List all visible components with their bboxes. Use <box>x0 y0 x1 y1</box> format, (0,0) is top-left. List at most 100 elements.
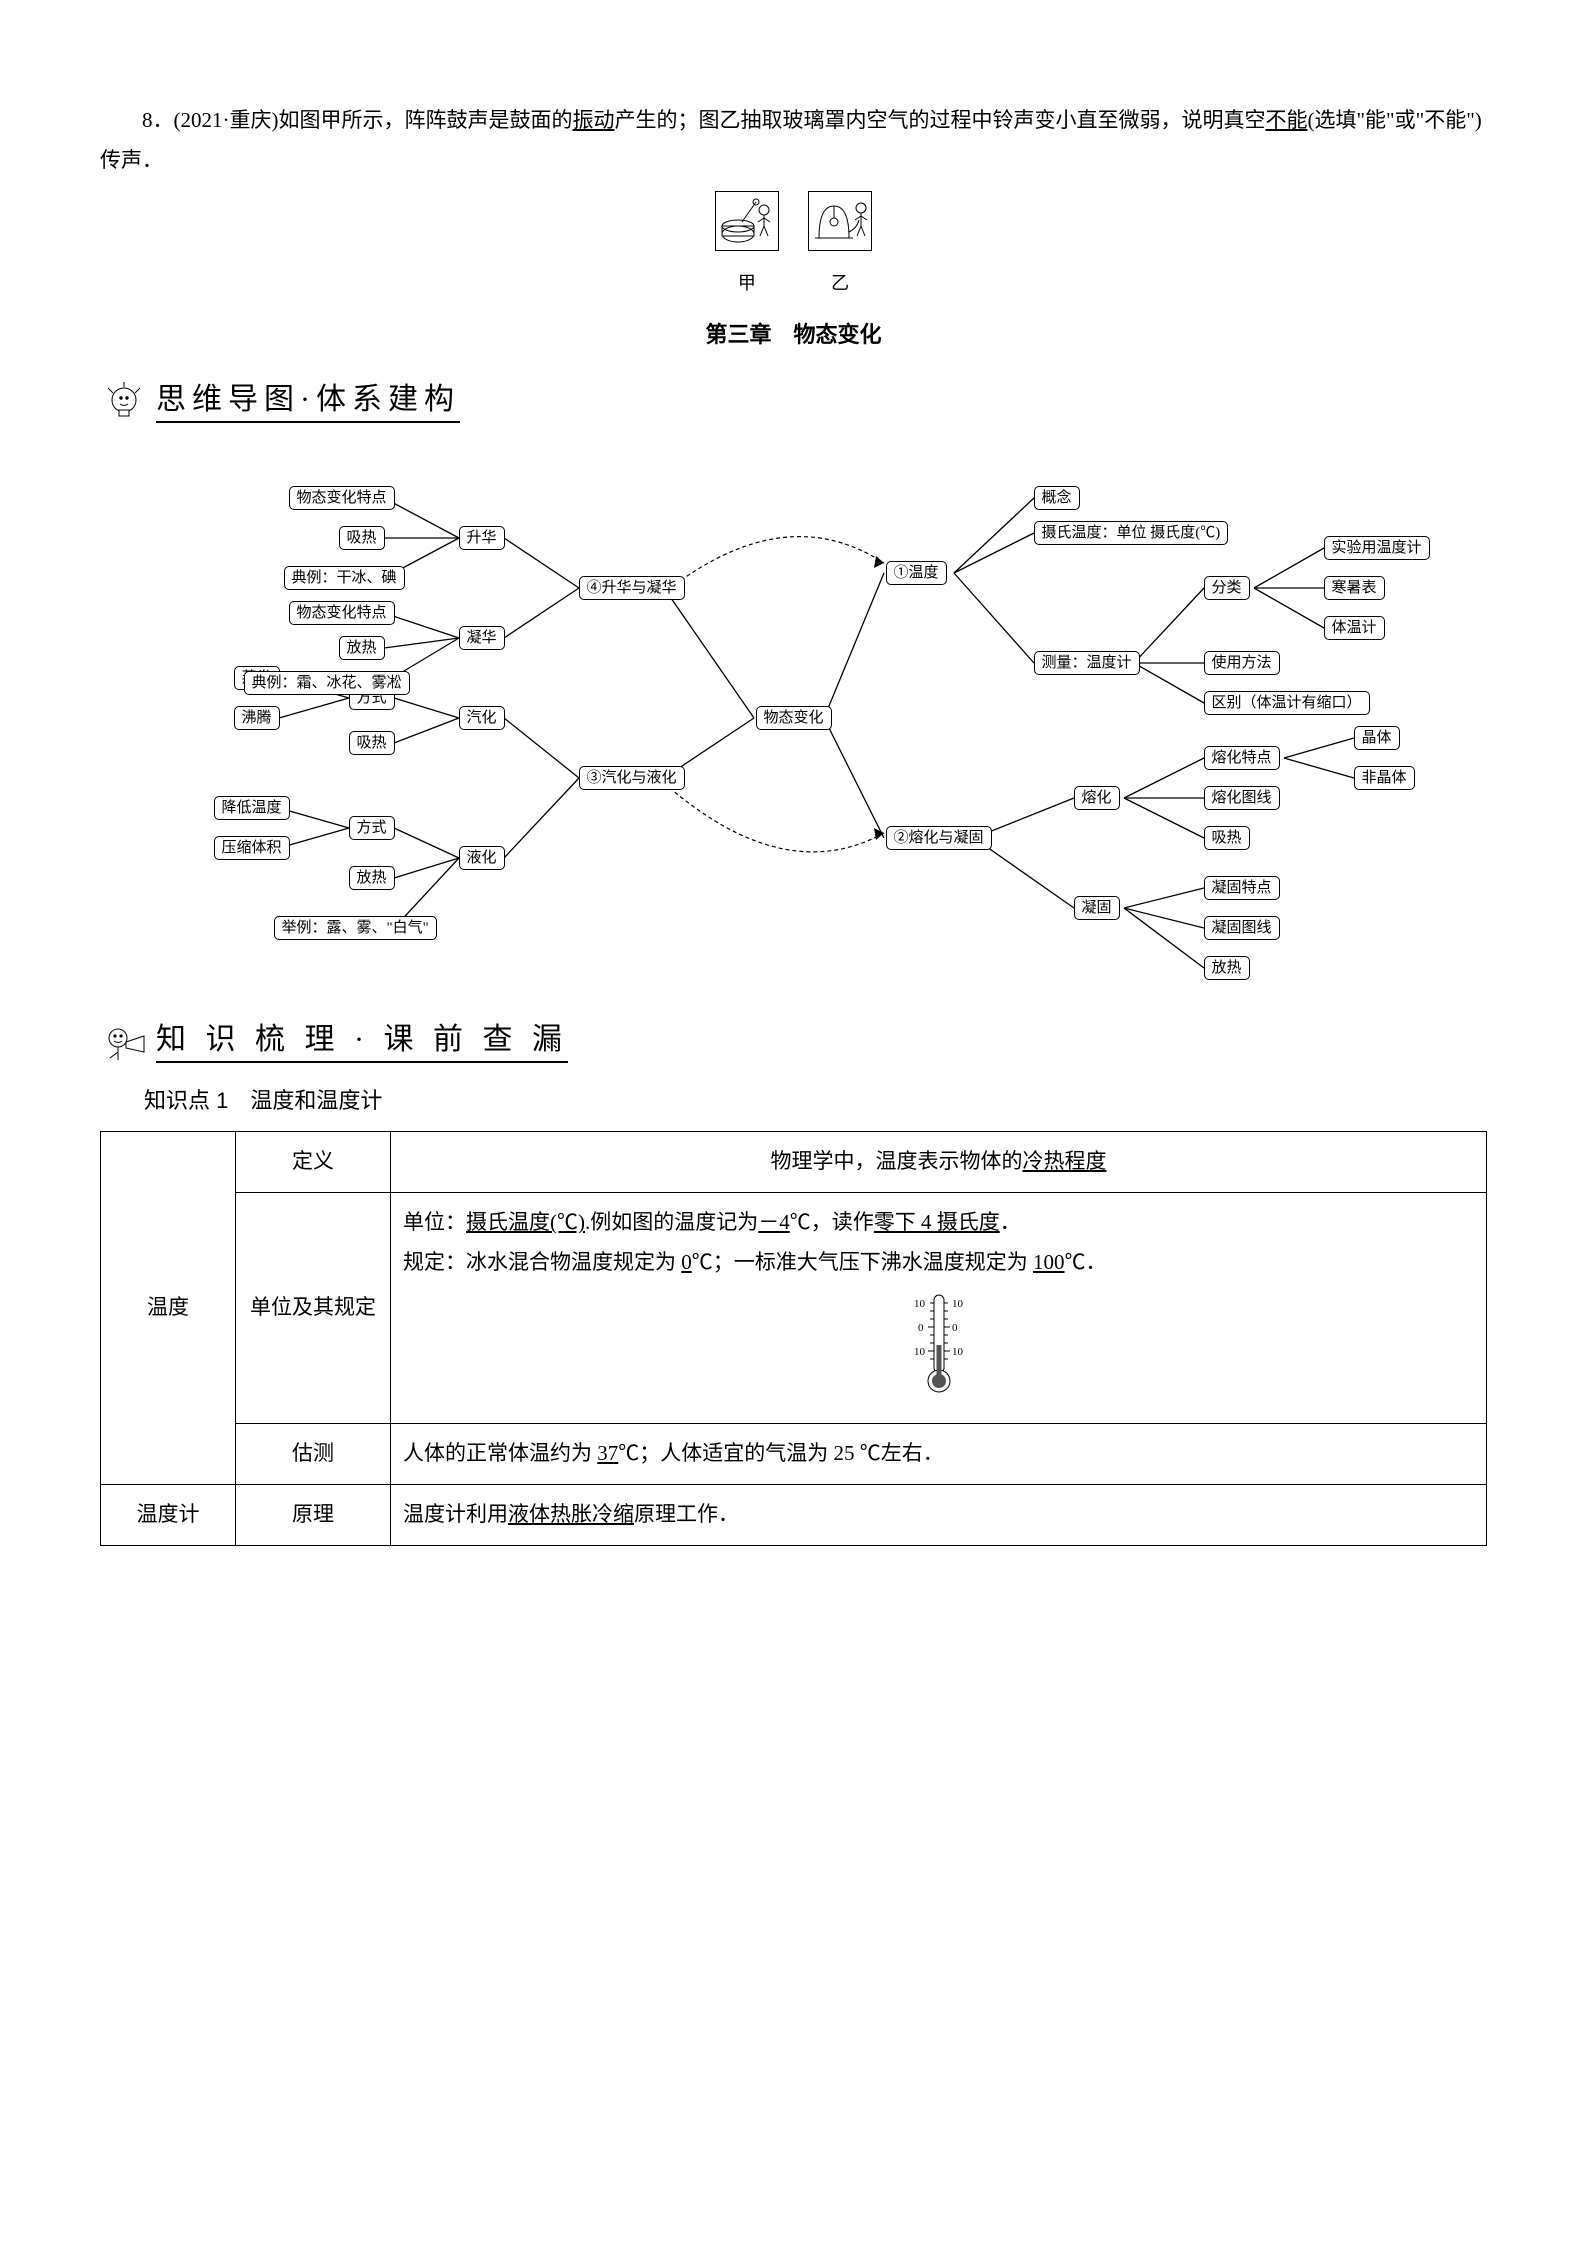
cell-yuanli-h: 原理 <box>236 1484 391 1545</box>
mm-yasuo: 压缩体积 <box>214 836 290 861</box>
figure-a: 甲 <box>715 191 779 300</box>
danwei-pre1: 单位： <box>403 1210 466 1234</box>
mm-rhtedian: 熔化特点 <box>1204 746 1280 771</box>
danwei-u4: 0 <box>681 1250 692 1274</box>
mm-rhtuxian: 熔化图线 <box>1204 786 1280 811</box>
mm-fangre2: 放热 <box>1204 956 1250 981</box>
figure-b-caption: 乙 <box>808 266 872 300</box>
mm-shenghua: 升华 <box>459 526 505 551</box>
mm-jingti: 晶体 <box>1354 726 1400 751</box>
mm-center: 物态变化 <box>756 706 832 731</box>
banner-mindmap-text: 思维导图·体系建构 <box>156 380 460 423</box>
mm-ngtedian: 凝固特点 <box>1204 876 1280 901</box>
bell-jar-icon <box>808 191 872 251</box>
mm-fenlei: 分类 <box>1204 576 1250 601</box>
table-row: 估测 人体的正常体温约为 37℃；人体适宜的气温为 25 ℃左右． <box>101 1424 1487 1485</box>
danwei-dot: ． <box>1000 1210 1021 1234</box>
danwei-l2a: 规定：冰水混合物温度规定为 <box>403 1250 681 1274</box>
kp1-heading: 知识点 1 温度和温度计 <box>100 1080 1487 1122</box>
therm-bl: 10 <box>914 1346 926 1358</box>
therm-mr: 0 <box>952 1322 958 1334</box>
banner-knowledge-text: 知 识 梳 理 · 课 前 查 漏 <box>156 1020 568 1063</box>
mm-fangre1: 放热 <box>349 866 395 891</box>
guce-u: 37 <box>597 1441 618 1465</box>
mm-ngtuxian: 凝固图线 <box>1204 916 1280 941</box>
drum-icon <box>715 191 779 251</box>
q8-ans2: 不能 <box>1265 108 1307 132</box>
therm-tl: 10 <box>914 1298 926 1310</box>
thermometer-illustration: 10 10 0 0 10 10 <box>403 1289 1474 1413</box>
cell-wdj-label: 温度计 <box>101 1484 236 1545</box>
yuanli-u: 液体热胀冷缩 <box>508 1502 634 1526</box>
danwei-u3: 零下 4 摄氏度 <box>874 1210 1000 1234</box>
mm-qubie: 区别（体温计有缩口） <box>1204 691 1370 716</box>
mm-n3: ③汽化与液化 <box>579 766 685 791</box>
cell-dingyi-h: 定义 <box>236 1132 391 1193</box>
therm-br: 10 <box>952 1346 964 1358</box>
cell-guce: 人体的正常体温约为 37℃；人体适宜的气温为 25 ℃左右． <box>391 1424 1487 1485</box>
cell-danwei-h: 单位及其规定 <box>236 1193 391 1424</box>
yuanli-tail: 原理工作． <box>634 1502 739 1526</box>
danwei-mid1: .例如图的温度记为 <box>585 1210 758 1234</box>
table-row: 温度计 原理 温度计利用液体热胀冷缩原理工作． <box>101 1484 1487 1545</box>
banner-lightbulb-icon <box>100 378 148 426</box>
mm-fangre3: 放热 <box>339 636 385 661</box>
figure-b: 乙 <box>808 191 872 300</box>
mm-fangshi2: 方式 <box>349 816 395 841</box>
mm-ronghua: 熔化 <box>1074 786 1120 811</box>
mm-feijingti: 非晶体 <box>1354 766 1415 791</box>
mm-gainian: 概念 <box>1034 486 1080 511</box>
dingyi-pre: 物理学中，温度表示物体的 <box>771 1149 1023 1173</box>
mm-wtbh1: 物态变化特点 <box>289 486 395 511</box>
guce-pre: 人体的正常体温约为 <box>403 1441 597 1465</box>
cell-dingyi: 物理学中，温度表示物体的冷热程度 <box>391 1132 1487 1193</box>
mm-baiqi: 举例：露、雾、"白气" <box>274 916 437 941</box>
yuanli-pre: 温度计利用 <box>403 1502 508 1526</box>
mm-n4: ④升华与凝华 <box>579 576 685 601</box>
q8-prefix: 8．(2021·重庆)如图甲所示，阵阵鼓声是鼓面的 <box>142 108 572 132</box>
figure-row: 甲 乙 <box>100 191 1487 300</box>
mm-feiteng: 沸腾 <box>234 706 280 731</box>
mindmap-diagram: 物态变化 ①温度 ②熔化与凝固 ③汽化与液化 ④升华与凝华 概念 摄氏温度：单位… <box>124 438 1464 998</box>
guce-tail: ℃；人体适宜的气温为 25 ℃左右． <box>618 1441 944 1465</box>
banner-megaphone-icon <box>100 1018 148 1066</box>
danwei-u2: －4 <box>758 1210 790 1234</box>
q8-ans1: 振动 <box>572 108 614 132</box>
table-row: 单位及其规定 单位：摄氏温度(℃).例如图的温度记为－4℃，读作零下 4 摄氏度… <box>101 1193 1487 1424</box>
banner-mindmap: 思维导图·体系建构 <box>100 378 1487 426</box>
mm-yehua: 液化 <box>459 846 505 871</box>
q8-paragraph: 8．(2021·重庆)如图甲所示，阵阵鼓声是鼓面的振动产生的；图乙抽取玻璃罩内空… <box>100 101 1487 181</box>
figure-a-caption: 甲 <box>715 266 779 300</box>
mm-dianli2: 典例：霜、冰花、雾凇 <box>244 671 410 696</box>
mm-wtbh2: 物态变化特点 <box>289 601 395 626</box>
knowledge-table: 温度 定义 物理学中，温度表示物体的冷热程度 单位及其规定 单位：摄氏温度(℃)… <box>100 1131 1487 1545</box>
cell-wendu-label: 温度 <box>101 1132 236 1484</box>
mm-hanshubiao: 寒暑表 <box>1324 576 1385 601</box>
mm-n2: ②熔化与凝固 <box>886 826 992 851</box>
cell-danwei: 单位：摄氏温度(℃).例如图的温度记为－4℃，读作零下 4 摄氏度． 规定：冰水… <box>391 1193 1487 1424</box>
danwei-mid2: ℃，读作 <box>790 1210 874 1234</box>
therm-tr: 10 <box>952 1298 964 1310</box>
danwei-u5: 100 <box>1033 1250 1065 1274</box>
danwei-u1: 摄氏温度(℃) <box>466 1210 585 1234</box>
mm-tiwenji: 体温计 <box>1324 616 1385 641</box>
cell-guce-h: 估测 <box>236 1424 391 1485</box>
mm-celiang: 测量：温度计 <box>1034 651 1140 676</box>
mm-xire2: 吸热 <box>1204 826 1250 851</box>
mm-shiyong: 使用方法 <box>1204 651 1280 676</box>
mm-n1: ①温度 <box>886 561 947 586</box>
cell-yuanli: 温度计利用液体热胀冷缩原理工作． <box>391 1484 1487 1545</box>
mm-danwei: 摄氏温度：单位 摄氏度(℃) <box>1034 521 1229 546</box>
danwei-l2b: ℃；一标准大气压下沸水温度规定为 <box>692 1250 1033 1274</box>
table-row: 温度 定义 物理学中，温度表示物体的冷热程度 <box>101 1132 1487 1193</box>
mm-ninggu: 凝固 <box>1074 896 1120 921</box>
q8-mid1: 产生的；图乙抽取玻璃罩内空气的过程中铃声变小直至微弱，说明真空 <box>614 108 1265 132</box>
banner-knowledge: 知 识 梳 理 · 课 前 查 漏 <box>100 1018 1487 1066</box>
mm-xire3: 吸热 <box>339 526 385 551</box>
mm-jiangwen: 降低温度 <box>214 796 290 821</box>
mm-ninghua: 凝华 <box>459 626 505 651</box>
mm-syywdj: 实验用温度计 <box>1324 536 1430 561</box>
mm-qihua: 汽化 <box>459 706 505 731</box>
chapter-title: 第三章 物态变化 <box>100 314 1487 356</box>
therm-ml: 0 <box>918 1322 924 1334</box>
